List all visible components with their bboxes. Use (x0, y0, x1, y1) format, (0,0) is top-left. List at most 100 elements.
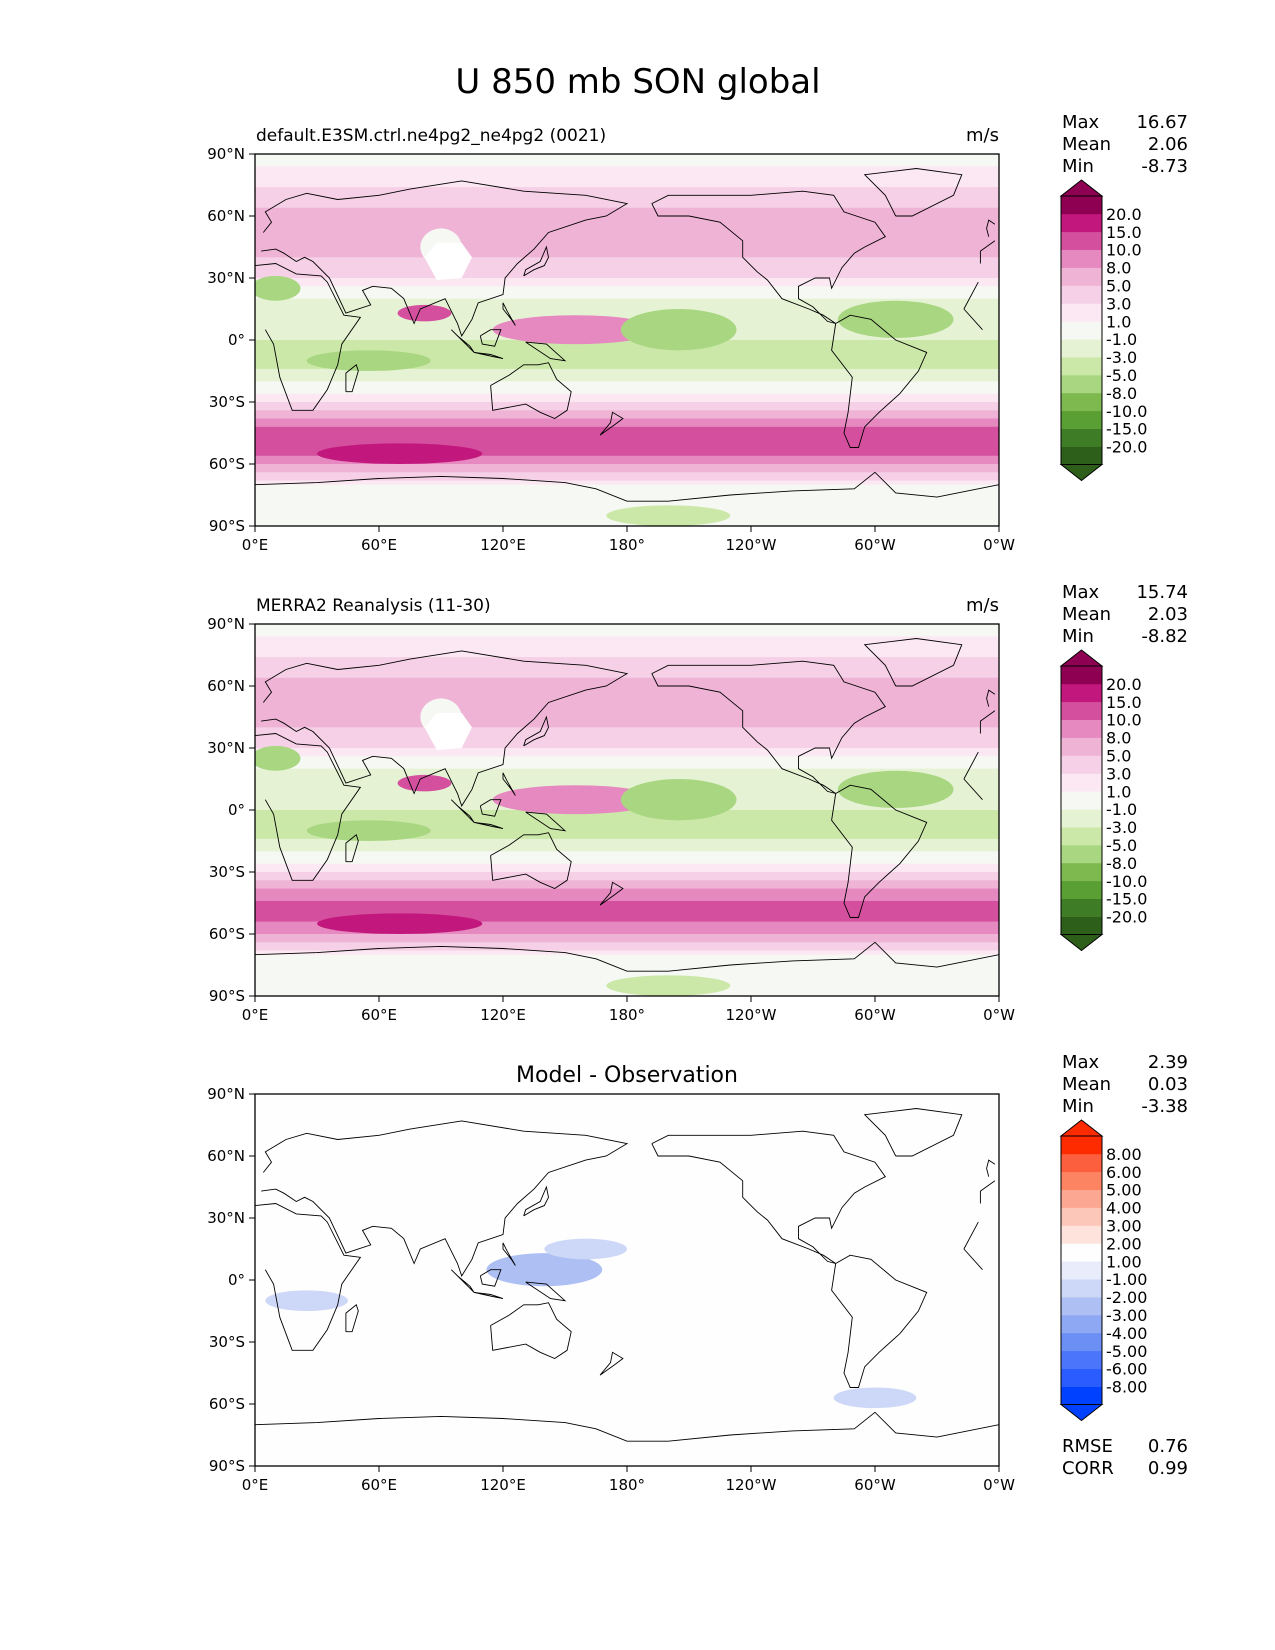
zonal-band (255, 154, 999, 159)
missing-data-region (424, 712, 472, 751)
coastline-africa (255, 1203, 362, 1351)
coastline-africa (963, 308, 983, 331)
zonal-band (255, 785, 999, 790)
zonal-band (255, 261, 999, 267)
stat-label: Max (1062, 582, 1100, 603)
zonal-band (255, 501, 999, 506)
colorbar-tick-label: 1.0 (1106, 782, 1131, 801)
anomaly-patch (306, 1356, 390, 1378)
y-tick-label: 30°S (209, 1333, 245, 1351)
coastline-africa (963, 778, 983, 801)
coastline-greenland (863, 168, 963, 217)
stat-value: 15.74 (1136, 582, 1188, 603)
zonal-band (255, 298, 999, 304)
zonal-band (255, 950, 999, 956)
zonal-band (255, 402, 999, 407)
zonal-band (255, 624, 999, 629)
zonal-band (255, 158, 999, 163)
zonal-band (255, 294, 999, 300)
zonal-band (255, 859, 999, 865)
zonal-band (255, 505, 999, 511)
figure-title: U 850 mb SON global (455, 62, 820, 102)
zonal-band (255, 714, 999, 720)
anomaly-patch (833, 1387, 917, 1409)
panel-units: m/s (966, 125, 999, 146)
y-tick-label: 60°N (207, 207, 245, 225)
zonal-band (255, 748, 999, 753)
colorbar-segment (1061, 267, 1102, 286)
zonal-band (255, 236, 999, 242)
zonal-band (255, 909, 999, 914)
anomaly-patch (544, 1238, 628, 1260)
colorbar-tick-label: 3.0 (1106, 294, 1131, 313)
zonal-band (255, 166, 999, 172)
zonal-band (255, 521, 999, 526)
zonal-band (255, 971, 999, 976)
zonal-band (255, 385, 999, 391)
x-tick-label: 0°E (242, 536, 269, 554)
y-tick-label: 30°N (207, 739, 245, 757)
colorbar-segment (1061, 339, 1102, 358)
stat-value: 2.03 (1148, 604, 1188, 625)
zonal-band (255, 191, 999, 196)
zonal-band (255, 867, 999, 873)
zonal-band (255, 830, 999, 836)
zonal-band (255, 443, 999, 449)
zonal-band (255, 249, 999, 254)
zonal-band (255, 690, 999, 695)
zonal-band (255, 752, 999, 757)
x-tick-label: 180° (609, 1006, 645, 1024)
colorbar-tick-label: -15.0 (1106, 890, 1147, 909)
zonal-band (255, 356, 999, 362)
regional-feature (306, 820, 431, 842)
colorbar-tick-label: -5.00 (1106, 1342, 1147, 1361)
y-tick-label: 90°S (209, 1457, 245, 1475)
zonal-band (255, 855, 999, 861)
colorbar-segment (1061, 1368, 1102, 1387)
colorbar-tick-label: 8.0 (1106, 259, 1131, 278)
coastline-indonesia-a (450, 1269, 475, 1293)
colorbar-extend-min (1059, 1404, 1104, 1422)
zonal-band (255, 731, 999, 737)
colorbar-segment (1061, 1386, 1102, 1405)
zonal-band (255, 364, 999, 370)
zonal-band (255, 170, 999, 176)
colorbar-frame (1060, 1135, 1103, 1405)
coastline-australia (490, 832, 572, 890)
zonal-band (255, 644, 999, 650)
zonal-band (255, 698, 999, 704)
zonal-band (255, 240, 999, 246)
colorbar-tick-label: -20.0 (1106, 908, 1147, 927)
zonal-band (255, 640, 999, 646)
zonal-band (255, 632, 999, 637)
coastline-eurasia (979, 1180, 996, 1204)
metric-label: RMSE (1062, 1436, 1113, 1457)
zonal-band (255, 892, 999, 898)
colorbar-tick-label: 8.00 (1106, 1145, 1142, 1164)
coastline-australia (490, 362, 572, 420)
zonal-band (255, 673, 999, 679)
y-tick-label: 0° (228, 1271, 245, 1289)
stat-value: -8.82 (1141, 626, 1188, 647)
stat-label: Mean (1062, 604, 1111, 625)
colorbar-segment (1061, 666, 1102, 685)
zonal-band (255, 224, 999, 229)
colorbar-segment (1061, 755, 1102, 774)
zonal-band (255, 681, 999, 687)
y-tick-label: 60°N (207, 677, 245, 695)
zonal-band (255, 389, 999, 395)
coastline-uk (986, 219, 996, 237)
zonal-band (255, 863, 999, 869)
zonal-band (255, 954, 999, 960)
colorbar-tick-label: 5.0 (1106, 277, 1131, 296)
y-tick-label: 0° (228, 331, 245, 349)
zonal-band (255, 814, 999, 819)
colorbar-tick-label: 15.0 (1106, 693, 1142, 712)
x-tick-label: 60°W (854, 1476, 896, 1494)
colorbar-segment (1061, 862, 1102, 882)
coastline-indonesia-a (450, 329, 475, 353)
coastline-madagascar (345, 364, 359, 393)
regional-feature (606, 505, 731, 526)
zonal-band (255, 946, 999, 952)
zonal-band (255, 958, 999, 964)
